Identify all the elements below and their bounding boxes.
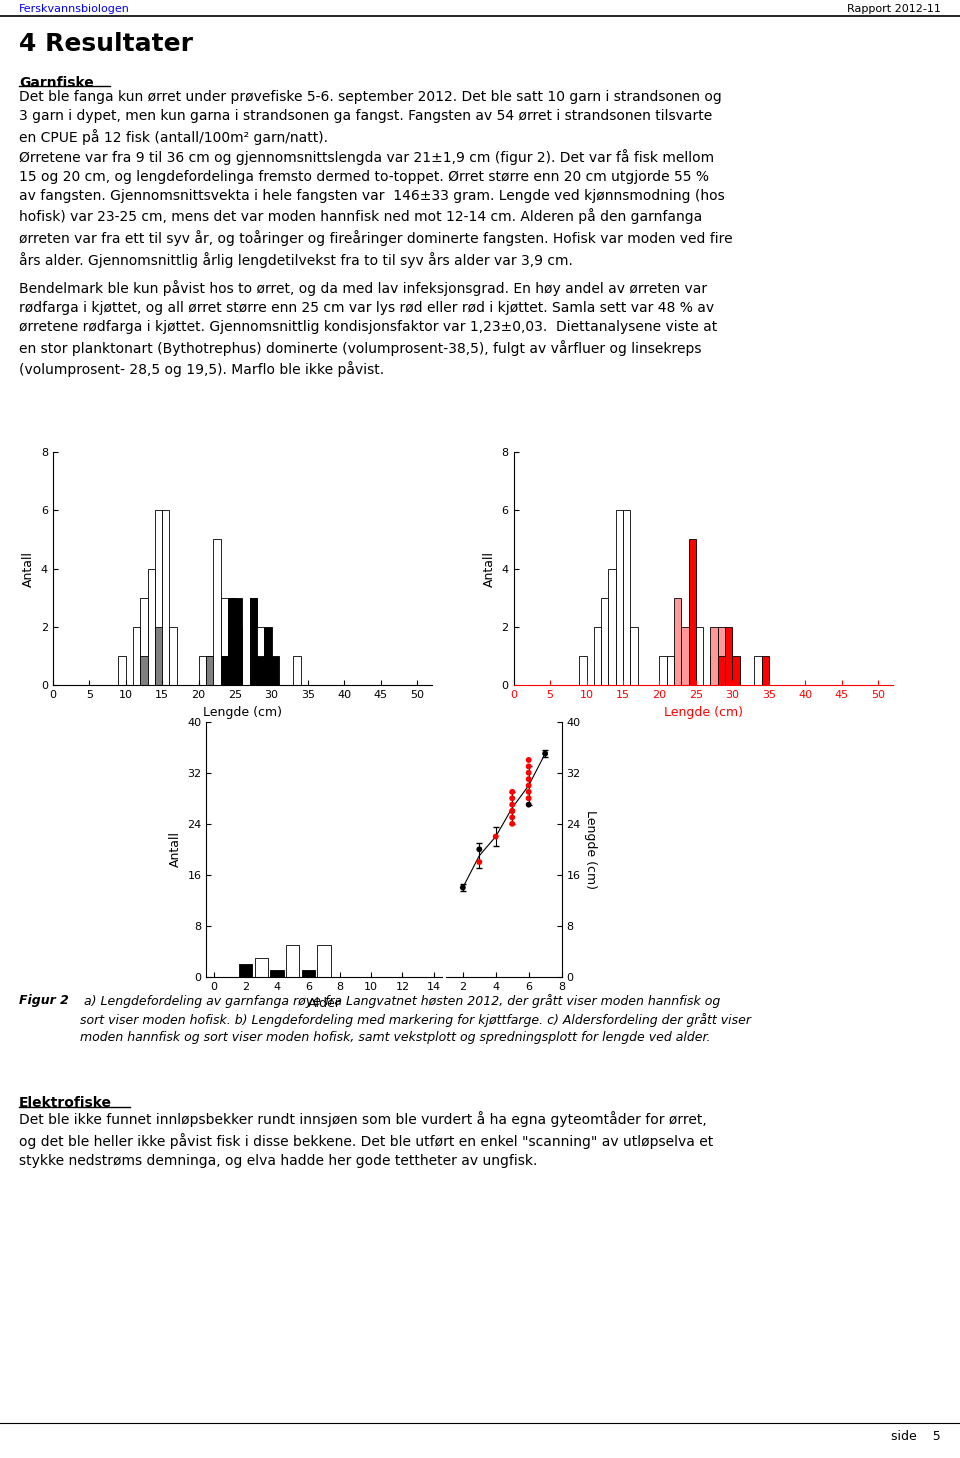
- Bar: [257, 627, 264, 685]
- Bar: [206, 656, 213, 685]
- Bar: [140, 656, 148, 685]
- Text: Ørretene var fra 9 til 36 cm og gjennomsnittslengda var 21±1,9 cm (figur 2). Det: Ørretene var fra 9 til 36 cm og gjennoms…: [19, 149, 732, 268]
- Point: [521, 787, 537, 811]
- Bar: [264, 627, 272, 685]
- Bar: [228, 598, 235, 685]
- Bar: [732, 656, 739, 685]
- Bar: [725, 627, 732, 685]
- Point: [505, 812, 520, 835]
- Point: [455, 876, 470, 900]
- Bar: [170, 627, 177, 685]
- Bar: [682, 656, 688, 685]
- Bar: [271, 971, 283, 977]
- Point: [521, 780, 537, 803]
- Point: [538, 742, 553, 765]
- Text: Figur 2: Figur 2: [19, 994, 69, 1007]
- Bar: [674, 598, 682, 685]
- Bar: [615, 510, 623, 685]
- Point: [521, 761, 537, 784]
- Text: Garnfiske: Garnfiske: [19, 76, 94, 90]
- Point: [505, 787, 520, 811]
- Bar: [755, 656, 761, 685]
- Point: [471, 850, 487, 873]
- Text: a) Lengdefordeling av garnfanga røye fra Langvatnet høsten 2012, der grått viser: a) Lengdefordeling av garnfanga røye fra…: [80, 994, 751, 1044]
- Bar: [118, 656, 126, 685]
- Bar: [318, 945, 330, 977]
- X-axis label: Alder: Alder: [307, 997, 341, 1010]
- Bar: [148, 569, 155, 685]
- Bar: [623, 510, 631, 685]
- Bar: [682, 627, 688, 685]
- Point: [521, 793, 537, 816]
- Y-axis label: Lengde (cm): Lengde (cm): [585, 809, 597, 889]
- Text: Det ble ikke funnet innløpsbekker rundt innsjøen som ble vurdert å ha egna gyteo: Det ble ikke funnet innløpsbekker rundt …: [19, 1111, 713, 1168]
- Point: [521, 767, 537, 790]
- Bar: [609, 569, 615, 685]
- Bar: [761, 656, 769, 685]
- Bar: [594, 627, 601, 685]
- Bar: [239, 964, 252, 977]
- Bar: [710, 627, 718, 685]
- Bar: [206, 656, 213, 685]
- Bar: [264, 656, 272, 685]
- Text: side    5: side 5: [891, 1430, 941, 1443]
- Bar: [221, 656, 228, 685]
- Point: [471, 837, 487, 860]
- Bar: [155, 627, 162, 685]
- Point: [505, 793, 520, 816]
- Bar: [235, 627, 242, 685]
- Bar: [221, 598, 228, 685]
- Bar: [133, 627, 140, 685]
- Text: Bendelmark ble kun påvist hos to ørret, og da med lav infeksjonsgrad. En høy and: Bendelmark ble kun påvist hos to ørret, …: [19, 280, 717, 378]
- Bar: [294, 656, 300, 685]
- Bar: [601, 598, 609, 685]
- Point: [521, 774, 537, 798]
- Y-axis label: Antall: Antall: [169, 831, 181, 868]
- Text: 4 Resultater: 4 Resultater: [19, 32, 193, 55]
- Bar: [718, 656, 725, 685]
- Point: [505, 799, 520, 822]
- Bar: [228, 598, 235, 685]
- Bar: [667, 656, 674, 685]
- Bar: [199, 656, 206, 685]
- Bar: [688, 627, 696, 685]
- Bar: [250, 598, 257, 685]
- Bar: [272, 656, 278, 685]
- X-axis label: Lengde (cm): Lengde (cm): [663, 706, 743, 719]
- Point: [521, 748, 537, 771]
- Point: [505, 780, 520, 803]
- Bar: [710, 656, 718, 685]
- Bar: [140, 598, 148, 685]
- Bar: [696, 627, 703, 685]
- Bar: [718, 627, 725, 685]
- Point: [505, 799, 520, 822]
- Y-axis label: Antall: Antall: [22, 551, 36, 586]
- Text: Elektrofiske: Elektrofiske: [19, 1096, 112, 1111]
- Bar: [631, 627, 637, 685]
- Point: [488, 825, 503, 849]
- Bar: [301, 971, 315, 977]
- Bar: [250, 598, 257, 685]
- Bar: [213, 539, 221, 685]
- X-axis label: Lengde (cm): Lengde (cm): [203, 706, 282, 719]
- Bar: [286, 945, 300, 977]
- Bar: [221, 656, 228, 685]
- Bar: [254, 958, 268, 977]
- Text: Det ble fanga kun ørret under prøvefiske 5-6. september 2012. Det ble satt 10 ga: Det ble fanga kun ørret under prøvefiske…: [19, 90, 722, 146]
- Bar: [235, 598, 242, 685]
- Bar: [162, 510, 170, 685]
- Bar: [688, 539, 696, 685]
- Bar: [155, 510, 162, 685]
- Point: [521, 755, 537, 779]
- Bar: [257, 656, 264, 685]
- Point: [505, 806, 520, 830]
- Bar: [579, 656, 587, 685]
- Text: Rapport 2012-11: Rapport 2012-11: [847, 4, 941, 15]
- Y-axis label: Antall: Antall: [483, 551, 496, 586]
- Bar: [660, 656, 667, 685]
- Text: Ferskvannsbiologen: Ferskvannsbiologen: [19, 4, 130, 15]
